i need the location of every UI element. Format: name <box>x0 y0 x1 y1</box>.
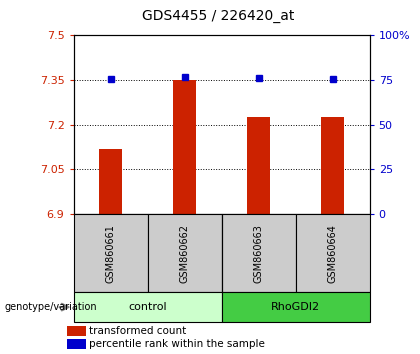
Bar <box>222 214 296 292</box>
Text: RhoGDI2: RhoGDI2 <box>271 302 320 312</box>
Bar <box>247 117 270 214</box>
Bar <box>173 80 197 214</box>
Bar <box>67 326 86 336</box>
Bar <box>296 214 370 292</box>
Text: GSM860662: GSM860662 <box>179 224 189 282</box>
Text: GSM860661: GSM860661 <box>105 224 116 282</box>
Bar <box>74 292 222 322</box>
Text: control: control <box>128 302 167 312</box>
Bar <box>74 214 147 292</box>
Text: transformed count: transformed count <box>89 326 186 336</box>
Text: GDS4455 / 226420_at: GDS4455 / 226420_at <box>142 9 294 23</box>
Bar <box>222 292 370 322</box>
Bar <box>321 117 344 214</box>
Text: genotype/variation: genotype/variation <box>4 302 97 312</box>
Bar <box>147 214 222 292</box>
Text: percentile rank within the sample: percentile rank within the sample <box>89 339 265 349</box>
Bar <box>99 149 122 214</box>
Text: GSM860663: GSM860663 <box>254 224 264 282</box>
Bar <box>67 339 86 349</box>
Text: GSM860664: GSM860664 <box>328 224 338 282</box>
